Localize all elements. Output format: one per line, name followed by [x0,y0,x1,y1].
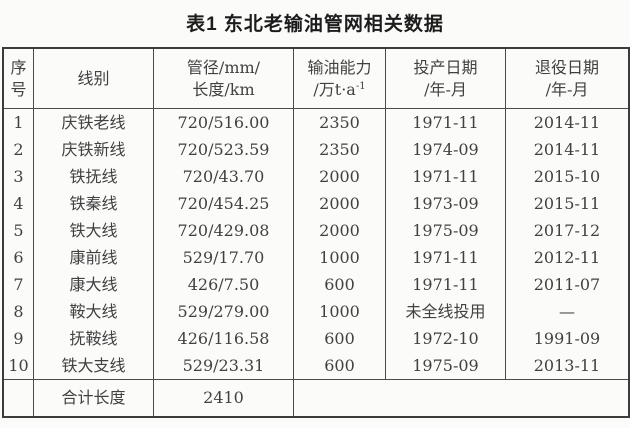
table-row: 2 庆铁新线 720/523.59 2350 1974-09 2014-11 [4,136,628,163]
cell-diameter-length: 426/7.50 [154,271,294,298]
cell-start-date: 1975-09 [386,352,506,379]
capacity-unit-exponent: -1 [355,80,366,92]
header-line: 输油能力 [307,57,372,77]
header-line: 投产日期 [413,57,478,77]
cell-retire-date: 2015-10 [533,166,601,186]
cell-retire-date: 2013-11 [533,355,601,375]
cell-index: 5 [4,217,34,244]
cell-index: 8 [4,298,34,325]
cell-start-date: 1971-11 [386,244,506,271]
cell-retire-date: 2014-11 [533,139,601,159]
table-row: 7 康大线 426/7.50 600 1971-11 2011-07 [4,271,628,298]
cell-retire-date: 2012-11 [533,247,601,267]
cell-start-date: 1971-11 [386,109,506,136]
cell-index: 10 [4,352,34,379]
cell-line-name: 抚鞍线 [34,325,154,352]
table-row: 5 铁大线 720/429.08 2000 1975-09 2017-12 [4,217,628,244]
cell-start-date: 1975-09 [386,217,506,244]
cell-diameter-length: 529/23.31 [154,352,294,379]
table-row: 9 抚鞍线 426/116.58 600 1972-10 1991-09 [4,325,628,352]
table-row: 3 铁抚线 720/43.70 2000 1971-11 2015-10 [4,163,628,190]
cell-line-name: 康大线 [34,271,154,298]
total-cell-empty [294,380,628,416]
header-line: /年-月 [424,79,467,99]
cell-index: 1 [4,109,34,136]
header-line: 长度/km [192,79,255,99]
cell-capacity: 2000 [294,190,386,217]
cell-diameter-length: 720/454.25 [154,190,294,217]
cell-start-date: 1973-09 [386,190,506,217]
cell-line-name: 铁秦线 [34,190,154,217]
header-line: 序 [10,57,27,77]
cell-diameter-length: 720/429.08 [154,217,294,244]
cell-start-date: 未全线投用 [386,298,506,325]
table-title: 表1 东北老输油管网相关数据 [186,14,444,35]
header-line: 退役日期 [534,57,599,77]
header-cell-index: 序 号 [4,49,34,108]
cell-retire-date: 2015-11 [533,193,601,213]
cell-start-date: 1971-11 [386,163,506,190]
table-total-row: 合计长度 2410 [4,379,628,416]
cell-retire-date: — [559,301,575,321]
cell-line-name: 铁大支线 [34,352,154,379]
cell-index: 9 [4,325,34,352]
cell-capacity: 2350 [294,109,386,136]
header-line: /年-月 [545,79,589,99]
cell-line-name: 鞍大线 [34,298,154,325]
cell-diameter-length: 720/516.00 [154,109,294,136]
table-row: 8 鞍大线 529/279.00 1000 未全线投用 — [4,298,628,325]
header-line: 号 [10,79,27,99]
cell-diameter-length: 720/523.59 [154,136,294,163]
cell-start-date: 1974-09 [386,136,506,163]
cell-index: 2 [4,136,34,163]
cell-capacity: 600 [294,325,386,352]
cell-start-date: 1971-11 [386,271,506,298]
header-cell-diameter-length: 管径/mm/ 长度/km [154,49,294,108]
cell-capacity: 1000 [294,298,386,325]
cell-index: 3 [4,163,34,190]
cell-retire-date: 1991-09 [533,328,601,348]
cell-capacity: 2350 [294,136,386,163]
cell-diameter-length: 426/116.58 [154,325,294,352]
header-line: 管径/mm/ [186,57,261,77]
cell-capacity: 600 [294,271,386,298]
header-cell-start-date: 投产日期 /年-月 [386,49,506,108]
table-row: 1 庆铁老线 720/516.00 2350 1971-11 2014-11 [4,109,628,136]
cell-capacity: 1000 [294,244,386,271]
cell-diameter-length: 529/279.00 [154,298,294,325]
table-row: 10 铁大支线 529/23.31 600 1975-09 2013-11 [4,352,628,379]
cell-line-name: 铁大线 [34,217,154,244]
table-body: 1 庆铁老线 720/516.00 2350 1971-11 2014-11 2… [4,109,628,379]
header-line: 线别 [77,68,110,88]
cell-retire-date: 2017-12 [533,220,601,240]
cell-capacity: 2000 [294,163,386,190]
cell-line-name: 铁抚线 [34,163,154,190]
cell-start-date: 1972-10 [386,325,506,352]
table-row: 6 康前线 529/17.70 1000 1971-11 2012-11 [4,244,628,271]
cell-retire-date: 2011-07 [533,274,601,294]
total-length-value: 2410 [154,380,294,416]
cell-line-name: 康前线 [34,244,154,271]
header-cell-retire-date: 退役日期 /年-月 [506,49,628,108]
total-cell-index [4,380,34,416]
header-cell-line-name: 线别 [34,49,154,108]
header-line: /万t·a-1 [313,79,366,99]
cell-diameter-length: 529/17.70 [154,244,294,271]
cell-capacity: 600 [294,352,386,379]
cell-index: 6 [4,244,34,271]
cell-index: 7 [4,271,34,298]
cell-index: 4 [4,190,34,217]
header-cell-capacity: 输油能力 /万t·a-1 [294,49,386,108]
cell-line-name: 庆铁新线 [34,136,154,163]
table-header-row: 序 号 线别 管径/mm/ 长度/km 输油能力 /万t·a-1 投产日期 /年… [4,49,628,109]
cell-capacity: 2000 [294,217,386,244]
cell-retire-date: 2014-11 [533,112,601,132]
table-row: 4 铁秦线 720/454.25 2000 1973-09 2015-11 [4,190,628,217]
cell-line-name: 庆铁老线 [34,109,154,136]
pipeline-data-table: 序 号 线别 管径/mm/ 长度/km 输油能力 /万t·a-1 投产日期 /年… [2,47,630,418]
cell-diameter-length: 720/43.70 [154,163,294,190]
total-length-label: 合计长度 [34,380,154,416]
